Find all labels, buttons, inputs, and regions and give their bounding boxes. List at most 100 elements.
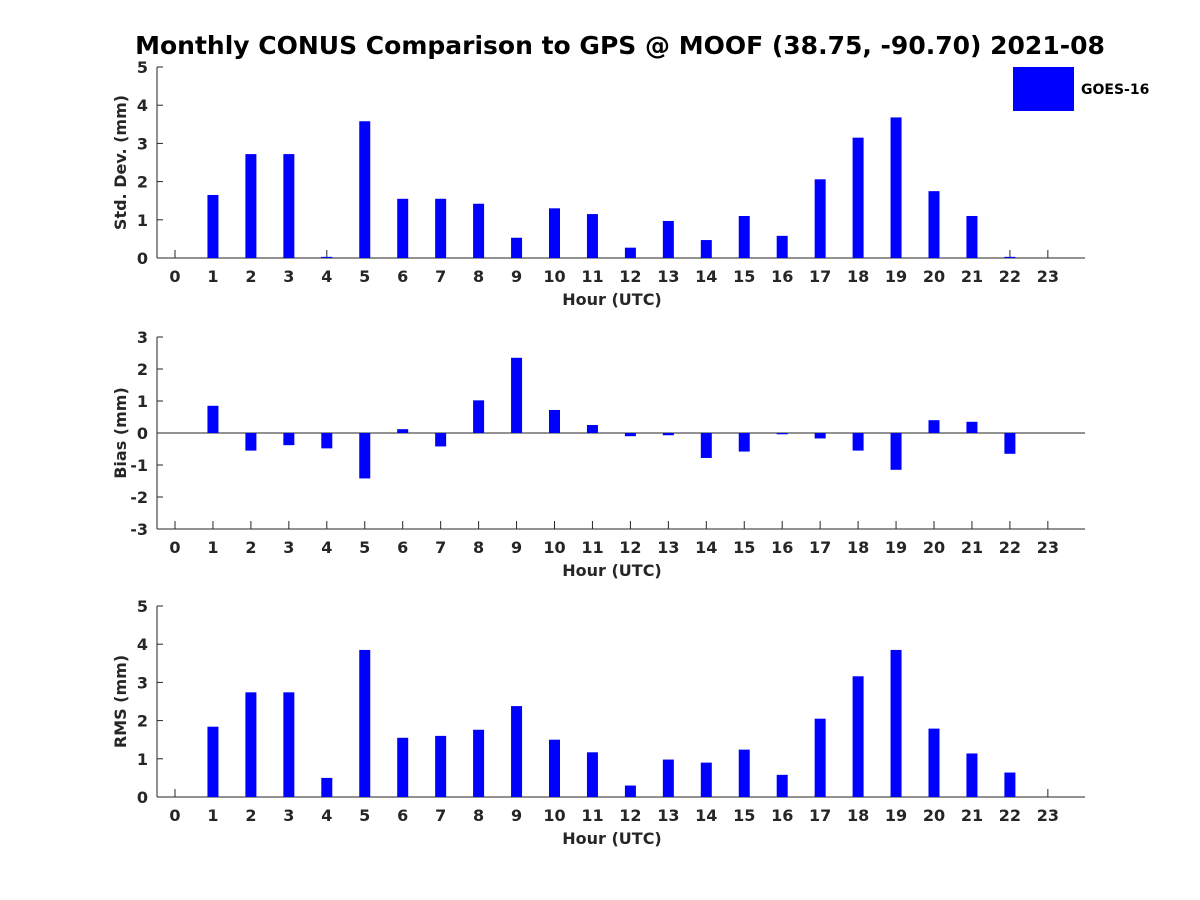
rms-bar bbox=[359, 649, 371, 797]
rms-x-tick-label: 10 bbox=[543, 806, 565, 825]
bias-x-tick-label: 7 bbox=[435, 538, 446, 557]
std-dev-y-tick-label: 3 bbox=[137, 134, 148, 153]
figure-title: Monthly CONUS Comparison to GPS @ MOOF (… bbox=[135, 31, 1105, 60]
rms-x-axis-label: Hour (UTC) bbox=[562, 829, 662, 848]
std-dev-y-tick-label: 4 bbox=[137, 96, 148, 115]
bias-x-tick-label: 19 bbox=[885, 538, 907, 557]
std-dev-x-tick-label: 1 bbox=[207, 267, 218, 286]
bias-y-tick-label: -1 bbox=[130, 456, 148, 475]
std-dev-bar bbox=[207, 194, 219, 258]
std-dev-x-tick-label: 5 bbox=[359, 267, 370, 286]
std-dev-bar bbox=[283, 154, 295, 258]
rms-x-tick-label: 5 bbox=[359, 806, 370, 825]
rms-bar bbox=[700, 762, 712, 797]
std-dev-x-tick-label: 19 bbox=[885, 267, 907, 286]
bias-x-tick-label: 2 bbox=[245, 538, 256, 557]
std-dev-x-tick-label: 2 bbox=[245, 267, 256, 286]
bias-bar bbox=[814, 433, 826, 439]
bias-y-tick-label: -3 bbox=[130, 520, 148, 539]
bias-bar bbox=[359, 433, 371, 479]
std-dev-bar bbox=[624, 247, 636, 258]
rms-bar bbox=[852, 676, 864, 797]
rms-x-tick-label: 7 bbox=[435, 806, 446, 825]
rms-y-tick-label: 1 bbox=[137, 750, 148, 769]
rms-x-tick-label: 13 bbox=[657, 806, 679, 825]
rms-x-tick-label: 19 bbox=[885, 806, 907, 825]
std-dev-bar bbox=[700, 240, 712, 258]
bias-x-tick-label: 5 bbox=[359, 538, 370, 557]
rms-x-tick-label: 9 bbox=[511, 806, 522, 825]
std-dev-x-tick-label: 0 bbox=[169, 267, 180, 286]
rms-x-tick-label: 22 bbox=[999, 806, 1021, 825]
std-dev-bar bbox=[662, 220, 674, 258]
std-dev-x-tick-label: 7 bbox=[435, 267, 446, 286]
std-dev-y-tick-label: 0 bbox=[137, 249, 148, 268]
rms-x-tick-label: 20 bbox=[923, 806, 945, 825]
rms-bar bbox=[245, 692, 257, 797]
bias-bar bbox=[245, 433, 257, 451]
std-dev-x-tick-label: 21 bbox=[961, 267, 983, 286]
std-dev-x-tick-label: 15 bbox=[733, 267, 755, 286]
bias-x-tick-label: 6 bbox=[397, 538, 408, 557]
bias-y-tick-label: 2 bbox=[137, 360, 148, 379]
bias-bar bbox=[473, 400, 485, 433]
bias-x-tick-label: 14 bbox=[695, 538, 717, 557]
rms-x-tick-label: 8 bbox=[473, 806, 484, 825]
std-dev-x-tick-label: 14 bbox=[695, 267, 717, 286]
rms-x-tick-label: 1 bbox=[207, 806, 218, 825]
rms-y-tick-label: 5 bbox=[137, 597, 148, 616]
std-dev-x-tick-label: 12 bbox=[619, 267, 641, 286]
bias-x-tick-label: 13 bbox=[657, 538, 679, 557]
std-dev-x-tick-label: 3 bbox=[283, 267, 294, 286]
std-dev-x-tick-label: 8 bbox=[473, 267, 484, 286]
rms-x-tick-label: 4 bbox=[321, 806, 332, 825]
bias-x-tick-label: 8 bbox=[473, 538, 484, 557]
bias-x-tick-label: 16 bbox=[771, 538, 793, 557]
std-dev-y-tick-label: 1 bbox=[137, 211, 148, 230]
std-dev-bar bbox=[245, 154, 257, 258]
std-dev-bar bbox=[321, 256, 333, 258]
rms-bar bbox=[738, 749, 750, 797]
bias-x-tick-label: 10 bbox=[543, 538, 565, 557]
bias-bar bbox=[1004, 433, 1016, 454]
bias-bar bbox=[586, 425, 598, 433]
std-dev-x-tick-label: 10 bbox=[543, 267, 565, 286]
std-dev-y-axis-label: Std. Dev. (mm) bbox=[111, 95, 130, 230]
std-dev-bar bbox=[586, 214, 598, 258]
rms-x-tick-label: 16 bbox=[771, 806, 793, 825]
std-dev-x-tick-label: 11 bbox=[581, 267, 603, 286]
std-dev-bar bbox=[852, 137, 864, 258]
bias-x-tick-label: 17 bbox=[809, 538, 831, 557]
rms-bar bbox=[890, 649, 902, 797]
bias-x-tick-label: 15 bbox=[733, 538, 755, 557]
bias-x-tick-label: 18 bbox=[847, 538, 869, 557]
std-dev-x-tick-label: 9 bbox=[511, 267, 522, 286]
rms-bar bbox=[662, 759, 674, 797]
std-dev-x-axis-label: Hour (UTC) bbox=[562, 290, 662, 309]
std-dev-bar bbox=[511, 237, 523, 258]
rms-bar bbox=[624, 785, 636, 797]
rms-y-axis-label: RMS (mm) bbox=[111, 655, 130, 748]
std-dev-bar bbox=[966, 215, 978, 258]
rms-x-tick-label: 2 bbox=[245, 806, 256, 825]
std-dev-x-tick-label: 6 bbox=[397, 267, 408, 286]
bias-x-tick-label: 21 bbox=[961, 538, 983, 557]
rms-bar bbox=[814, 718, 826, 797]
rms-x-tick-label: 15 bbox=[733, 806, 755, 825]
rms-x-tick-label: 17 bbox=[809, 806, 831, 825]
bias-bar bbox=[511, 357, 523, 433]
bias-bar bbox=[321, 433, 333, 449]
rms-y-tick-label: 0 bbox=[137, 788, 148, 807]
std-dev-x-tick-label: 4 bbox=[321, 267, 332, 286]
bias-bar bbox=[966, 421, 978, 433]
rms-x-tick-label: 18 bbox=[847, 806, 869, 825]
rms-bar bbox=[207, 726, 219, 797]
bias-x-tick-label: 0 bbox=[169, 538, 180, 557]
rms-x-tick-label: 21 bbox=[961, 806, 983, 825]
bias-bar bbox=[549, 409, 560, 433]
std-dev-y-tick-label: 2 bbox=[137, 173, 148, 192]
bias-bar bbox=[435, 433, 447, 447]
